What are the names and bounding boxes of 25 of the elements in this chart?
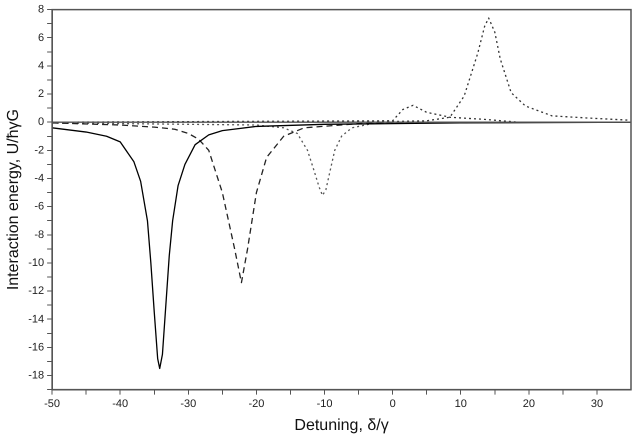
y-tick-label: 2 <box>38 88 44 100</box>
x-tick-label: -10 <box>316 398 332 410</box>
x-tick-label: 0 <box>390 398 396 410</box>
x-tick-label: -20 <box>248 398 264 410</box>
y-tick-label: -10 <box>28 256 44 269</box>
x-axis-title: Detuning, δ/γ <box>294 416 389 434</box>
y-tick-label: 8 <box>38 4 44 16</box>
y-tick-label: -14 <box>28 313 44 326</box>
y-tick-label: -12 <box>28 285 44 298</box>
x-tick-label: -50 <box>44 398 60 410</box>
y-tick-label: 6 <box>38 32 44 44</box>
y-tick-label: 4 <box>38 60 44 72</box>
x-tick-label: -30 <box>180 398 196 410</box>
y-tick-label: -4 <box>34 172 44 185</box>
x-tick-label: 30 <box>590 398 604 410</box>
x-tick-label: -40 <box>112 398 128 410</box>
y-tick-label: -8 <box>34 228 44 241</box>
x-tick-label: 20 <box>522 398 535 410</box>
x-tick-label: 10 <box>454 398 467 410</box>
y-tick-label: -6 <box>34 200 44 213</box>
y-tick-label: -16 <box>28 341 44 354</box>
y-axis-title: Interaction energy, U/ħγG <box>5 109 22 290</box>
y-tick-label: -2 <box>34 144 44 156</box>
y-tick-label: -18 <box>28 370 44 382</box>
y-tick-label: 0 <box>38 116 44 128</box>
